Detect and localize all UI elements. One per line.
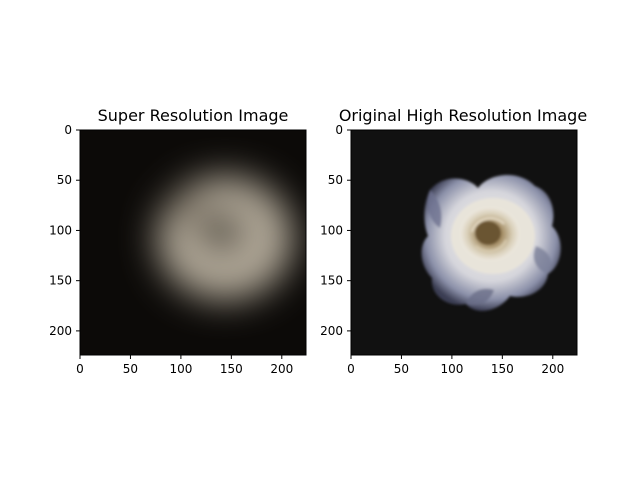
panel-title: Super Resolution Image (98, 106, 289, 125)
y-tick-label: 0 (64, 123, 72, 137)
x-tick-label: 150 (220, 362, 243, 376)
panel-title: Original High Resolution Image (339, 106, 587, 125)
x-tick-label: 0 (347, 362, 355, 376)
x-tick-label: 50 (394, 362, 409, 376)
y-tick-label: 50 (328, 173, 343, 187)
y-tick-label: 100 (320, 223, 343, 237)
x-tick-label: 200 (270, 362, 293, 376)
y-tick-label: 200 (49, 324, 72, 338)
blurred-rose-image (80, 130, 306, 355)
x-tick-label: 100 (169, 362, 192, 376)
axes-frame (79, 129, 307, 356)
axes-frame (350, 129, 578, 356)
x-tick-label: 100 (440, 362, 463, 376)
y-tick-label: 150 (49, 274, 72, 288)
x-tick-label: 200 (541, 362, 564, 376)
y-tick-label: 0 (335, 123, 343, 137)
white-rose-image (351, 130, 577, 355)
y-tick-label: 100 (49, 223, 72, 237)
x-tick-label: 150 (491, 362, 514, 376)
y-tick-label: 50 (57, 173, 72, 187)
super-resolution-panel: Super Resolution Image 0 50 100 150 200 0 50 10… (49, 106, 307, 376)
x-tick-label: 50 (123, 362, 138, 376)
x-tick-label: 0 (76, 362, 84, 376)
original-high-resolution-panel: Original High Resolution Image 0 50 100 150… (320, 106, 587, 376)
y-tick-label: 200 (320, 324, 343, 338)
y-tick-label: 150 (320, 274, 343, 288)
